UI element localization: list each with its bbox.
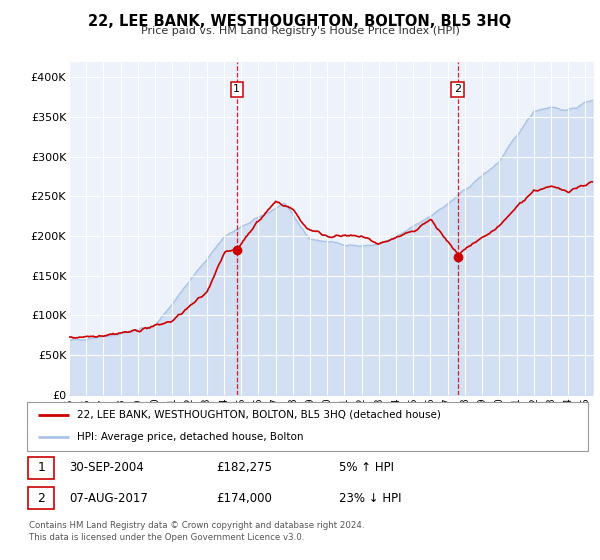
Text: 5% ↑ HPI: 5% ↑ HPI xyxy=(339,461,394,474)
Text: 1: 1 xyxy=(233,85,241,95)
Text: 30-SEP-2004: 30-SEP-2004 xyxy=(69,461,144,474)
Text: Price paid vs. HM Land Registry's House Price Index (HPI): Price paid vs. HM Land Registry's House … xyxy=(140,26,460,36)
Text: 2: 2 xyxy=(37,492,46,505)
Text: £182,275: £182,275 xyxy=(216,461,272,474)
Text: HPI: Average price, detached house, Bolton: HPI: Average price, detached house, Bolt… xyxy=(77,432,304,442)
Text: 07-AUG-2017: 07-AUG-2017 xyxy=(69,492,148,505)
Text: 22, LEE BANK, WESTHOUGHTON, BOLTON, BL5 3HQ: 22, LEE BANK, WESTHOUGHTON, BOLTON, BL5 … xyxy=(88,14,512,29)
Text: This data is licensed under the Open Government Licence v3.0.: This data is licensed under the Open Gov… xyxy=(29,533,304,542)
Text: 2: 2 xyxy=(454,85,461,95)
Text: 23% ↓ HPI: 23% ↓ HPI xyxy=(339,492,401,505)
Text: Contains HM Land Registry data © Crown copyright and database right 2024.: Contains HM Land Registry data © Crown c… xyxy=(29,521,364,530)
Text: £174,000: £174,000 xyxy=(216,492,272,505)
Text: 22, LEE BANK, WESTHOUGHTON, BOLTON, BL5 3HQ (detached house): 22, LEE BANK, WESTHOUGHTON, BOLTON, BL5 … xyxy=(77,410,442,420)
Text: 1: 1 xyxy=(37,461,46,474)
